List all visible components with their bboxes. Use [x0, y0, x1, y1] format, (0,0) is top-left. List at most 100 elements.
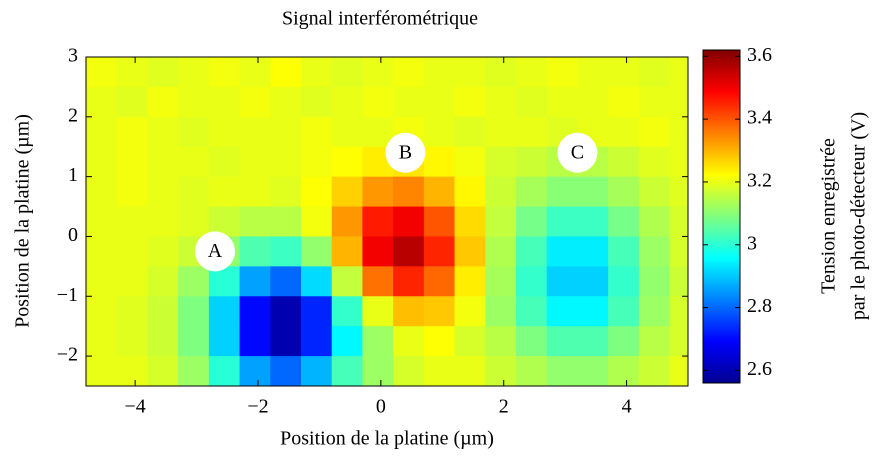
heatmap-cell [147, 116, 179, 148]
heatmap-cell [516, 146, 548, 178]
colorbar-tick-label: 2.8 [747, 295, 772, 317]
heatmap-cell [362, 206, 394, 238]
heatmap-cell [270, 356, 302, 386]
colorbar-label: Tension enregistrée [818, 138, 840, 294]
heatmap-cell [608, 57, 640, 88]
y-tick-label: −1 [57, 284, 78, 306]
heatmap-cell [331, 57, 364, 88]
heatmap-cell [577, 326, 609, 357]
y-tick-label: 1 [68, 164, 78, 186]
heatmap-cell [454, 86, 486, 118]
heatmap-cell [454, 326, 486, 357]
heatmap-cell [454, 266, 486, 297]
heatmap-cell [301, 146, 333, 178]
heatmap-cell [270, 57, 302, 88]
heatmap-cell [423, 57, 456, 88]
heatmap-cell [423, 176, 456, 208]
heatmap-cell [301, 236, 333, 267]
heatmap-cell [239, 57, 271, 88]
heatmap-cell [454, 206, 486, 238]
heatmap-cell [577, 176, 609, 208]
heatmap-cell [516, 86, 548, 118]
heatmap-cell [608, 236, 640, 267]
heatmap-cell [485, 86, 517, 118]
heatmap-cell [423, 356, 456, 386]
heatmap-cell [423, 116, 456, 148]
heatmap-cell [516, 57, 548, 88]
heatmap-cell [270, 206, 302, 238]
heatmap-cell [86, 356, 118, 386]
heatmap-cell [485, 266, 517, 297]
heatmap-cell [301, 116, 333, 148]
heatmap-cell [546, 206, 579, 238]
heatmap-cell [423, 236, 456, 267]
heatmap-cell [362, 176, 394, 208]
heatmap-cell [239, 146, 271, 178]
heatmap-cell [393, 266, 425, 297]
heatmap-cell [270, 296, 302, 327]
heatmap-cell [331, 176, 364, 208]
heatmap-cell [393, 57, 425, 88]
heatmap-cell [301, 57, 333, 88]
heatmap-cell [516, 266, 548, 297]
heatmap-cell [485, 116, 517, 148]
heatmap-cell [454, 356, 486, 386]
heatmap-cell [270, 116, 302, 148]
heatmap-cell [638, 116, 671, 148]
heatmap-cell [577, 356, 609, 386]
y-tick-label: 2 [68, 104, 78, 126]
heatmap-cell [239, 326, 271, 357]
heatmap-cell [331, 116, 364, 148]
heatmap-cell [239, 296, 271, 327]
chart-title: Signal interférométrique [282, 8, 478, 30]
heatmap-cell [208, 326, 241, 357]
heatmap-cell [270, 266, 302, 297]
y-tick-label: 3 [68, 45, 78, 67]
heatmap-cell [608, 116, 640, 148]
heatmap-cell [546, 86, 579, 118]
heatmap-cell [147, 86, 179, 118]
heatmap-cell [577, 206, 609, 238]
heatmap-cell [178, 356, 210, 386]
heatmap-cell [362, 57, 394, 88]
heatmap-cell [608, 266, 640, 297]
colorbar [702, 49, 741, 384]
annotation-label: A [208, 240, 223, 262]
heatmap-cell [86, 206, 118, 238]
heatmap-cell [331, 236, 364, 267]
heatmap-cell [116, 57, 149, 88]
heatmap-cell [86, 236, 118, 267]
heatmap-cell [393, 86, 425, 118]
heatmap-cell [178, 146, 210, 178]
heatmap-cell [270, 326, 302, 357]
heatmap-cell [239, 86, 271, 118]
heatmap-cell [485, 57, 517, 88]
heatmap-cell [362, 86, 394, 118]
heatmap-cell [546, 57, 579, 88]
heatmap-cell [485, 236, 517, 267]
heatmap-cell [608, 176, 640, 208]
colorbar-tick-label: 3.6 [747, 44, 772, 66]
x-tick-label: −4 [125, 396, 146, 418]
heatmap-cell [301, 206, 333, 238]
heatmap-cell [116, 356, 149, 386]
heatmap-cell [116, 146, 149, 178]
heatmap-cell [577, 57, 609, 88]
heatmap-cell [362, 356, 394, 386]
annotation-marker [385, 132, 426, 173]
heatmap-cell [546, 236, 579, 267]
heatmap-cell [638, 146, 671, 178]
heatmap-cell [86, 326, 118, 357]
heatmap-cell [669, 176, 688, 208]
heatmap-cell [208, 86, 241, 118]
heatmap-cell [669, 116, 688, 148]
heatmap-cell [86, 176, 118, 208]
heatmap-cell [116, 236, 149, 267]
heatmap-cell [147, 356, 179, 386]
heatmap-cell [178, 206, 210, 238]
heatmap-cell [208, 176, 241, 208]
heatmap-cell [638, 266, 671, 297]
heatmap-cell [178, 86, 210, 118]
heatmap-cell [362, 296, 394, 327]
heatmap-cell [301, 176, 333, 208]
